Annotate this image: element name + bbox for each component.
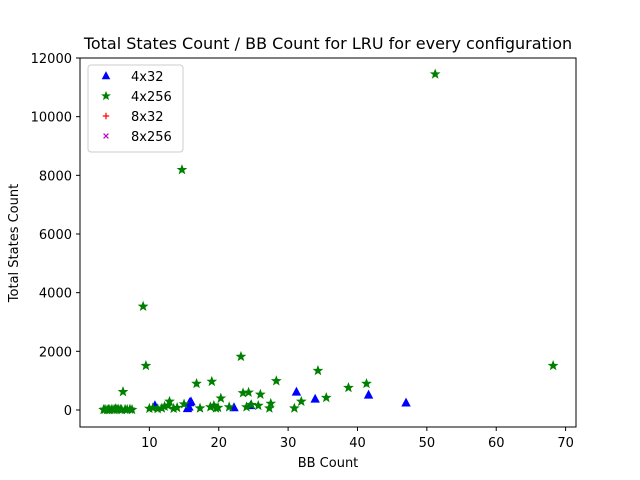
point-4x256-36: [212, 401, 224, 413]
point-4x256-53: [343, 382, 354, 393]
data-points: [98, 68, 559, 415]
y-tick-label-8000: 8000: [39, 169, 72, 184]
legend-marker-8x32: [102, 112, 110, 120]
point-4x256-56: [547, 360, 559, 371]
point-4x256-27: [171, 401, 183, 413]
legend-label-4x256: 4x256: [131, 90, 172, 105]
y-tick-label-6000: 6000: [39, 228, 72, 243]
point-4x256-49: [288, 402, 300, 413]
point-4x32-4: [186, 396, 196, 406]
point-4x32-8: [310, 393, 320, 403]
point-4x256-39: [235, 350, 247, 362]
point-4x32-9: [363, 389, 374, 399]
point-4x256-45: [254, 388, 266, 400]
x-tick-label-10: 10: [141, 436, 158, 451]
point-4x256-20: [147, 402, 159, 413]
y-tick-label-4000: 4000: [39, 287, 72, 302]
x-tick-label-30: 30: [280, 436, 297, 451]
point-4x256-38: [223, 401, 235, 412]
x-tick-label-60: 60: [488, 436, 505, 451]
point-4x256-28: [176, 164, 188, 175]
point-4x256-18: [140, 360, 152, 371]
legend: 4x32 4x256 8x32 8x256: [87, 64, 184, 153]
point-4x256-17: [137, 300, 149, 312]
y-axis-ticks: 0 2000 4000 6000 8000 10000 12000: [31, 52, 80, 419]
point-4x32-10: [401, 397, 411, 407]
x-tick-label-20: 20: [210, 436, 227, 451]
point-4x256-33: [206, 375, 218, 387]
point-4x256-43: [245, 399, 257, 410]
x-tick-label-50: 50: [419, 436, 436, 451]
point-4x256-50: [295, 395, 307, 407]
point-4x256-29: [178, 398, 190, 409]
y-tick-label-2000: 2000: [39, 345, 72, 360]
point-4x256-30: [191, 377, 202, 389]
point-4x256-37: [215, 392, 227, 403]
point-4x256-16: [126, 404, 138, 415]
x-axis-ticks: 10 20 30 40 50 60 70: [141, 427, 574, 451]
point-4x256-42: [243, 386, 254, 397]
point-4x256-54: [361, 377, 372, 389]
point-4x256-55: [429, 68, 441, 79]
legend-marker-8x256: [103, 133, 109, 139]
chart-title: Total States Count / BB Count for LRU fo…: [83, 34, 572, 53]
y-tick-label-10000: 10000: [31, 111, 72, 126]
y-axis-label: Total States Count: [7, 184, 22, 303]
legend-label-8x256: 8x256: [131, 130, 172, 145]
x-tick-label-40: 40: [349, 436, 366, 451]
point-4x256-51: [312, 365, 324, 376]
plot-frame: [79, 57, 577, 428]
y-tick-label-0: 0: [64, 404, 72, 419]
legend-marker-4x256: [101, 90, 111, 101]
legend-label-8x32: 8x32: [131, 110, 164, 125]
legend-marker-4x32: [101, 71, 111, 80]
point-4x256-48: [270, 375, 282, 386]
point-4x256-12: [117, 386, 129, 397]
point-4x256-25: [164, 395, 175, 407]
point-4x256-52: [320, 392, 332, 403]
y-tick-label-12000: 12000: [31, 52, 72, 67]
legend-label-4x32: 4x32: [131, 70, 164, 85]
x-tick-label-70: 70: [557, 436, 574, 451]
point-4x256-44: [252, 399, 264, 411]
point-4x256-47: [265, 397, 277, 409]
legend-box: [87, 64, 184, 153]
point-4x32-7: [291, 386, 302, 396]
point-4x256-31: [194, 402, 206, 413]
x-axis-label: BB Count: [298, 456, 359, 471]
